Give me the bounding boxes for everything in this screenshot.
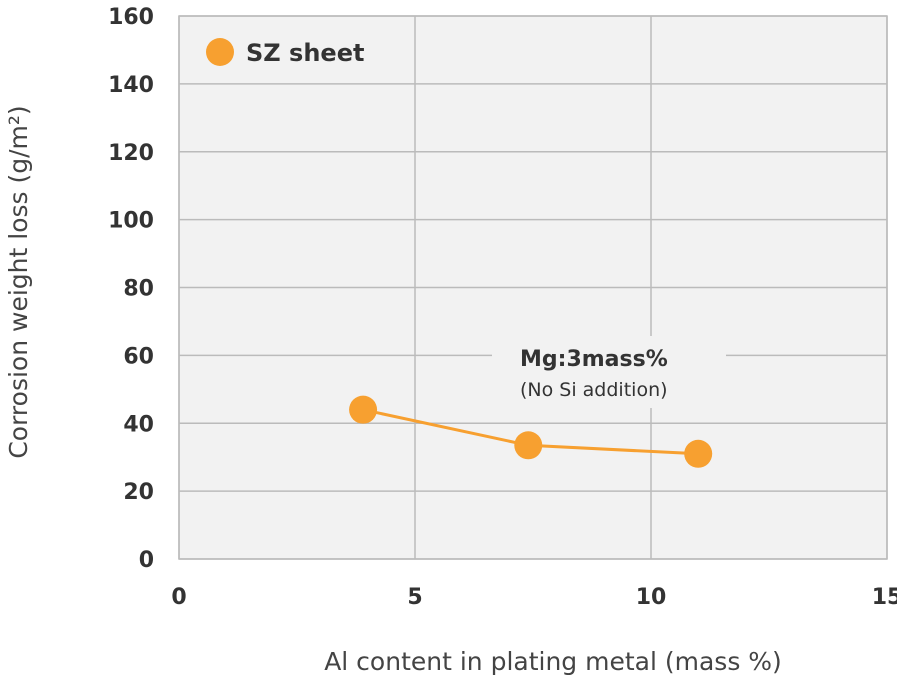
- y-tick-label: 100: [108, 209, 154, 234]
- x-axis-title: Al content in plating metal (mass %): [324, 647, 782, 676]
- x-tick-label: 0: [171, 585, 186, 610]
- y-tick-label: 40: [123, 412, 154, 437]
- x-axis-ticks: 0 5 10 15: [171, 585, 897, 610]
- y-tick-label: 0: [139, 548, 154, 573]
- y-tick-label: 20: [123, 480, 154, 505]
- x-tick-label: 10: [636, 585, 667, 610]
- y-axis-title: Corrosion weight loss (g/m²): [4, 105, 33, 458]
- grid: [178, 15, 888, 560]
- x-tick-label: 5: [407, 585, 422, 610]
- y-axis-ticks: 0 20 40 60 80 100 120 140 160: [108, 5, 154, 573]
- y-tick-label: 140: [108, 73, 154, 98]
- annotation-title: Mg:3mass%: [520, 347, 668, 372]
- annotation-box: [492, 336, 726, 408]
- annotation: Mg:3mass% (No Si addition): [492, 336, 726, 408]
- y-tick-label: 80: [123, 277, 154, 302]
- data-point: [514, 431, 543, 460]
- legend-label: SZ sheet: [246, 39, 364, 67]
- data-point: [349, 395, 378, 424]
- y-tick-label: 160: [108, 5, 154, 30]
- legend: SZ sheet: [206, 38, 364, 67]
- y-tick-label: 60: [123, 344, 154, 369]
- legend-marker: [206, 38, 234, 66]
- data-point: [684, 439, 713, 468]
- y-tick-label: 120: [108, 141, 154, 166]
- series-sz-sheet: [349, 395, 713, 468]
- x-tick-label: 15: [872, 585, 897, 610]
- annotation-subtitle: (No Si addition): [520, 379, 668, 401]
